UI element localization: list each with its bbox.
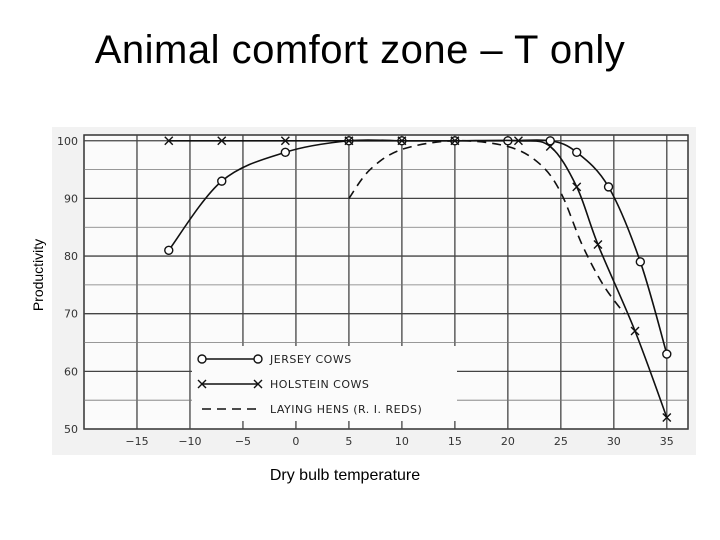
data-point	[603, 182, 614, 192]
y-tick-label: 80	[64, 250, 78, 263]
data-point	[513, 136, 523, 146]
data-point	[164, 245, 174, 255]
data-point	[397, 136, 407, 146]
data-point	[344, 136, 354, 146]
data-point	[280, 136, 290, 146]
series-holstein-cows	[164, 136, 672, 422]
y-tick-label: 60	[64, 365, 78, 378]
legend-label: HOLSTEIN COWS	[270, 378, 369, 391]
x-tick-label: 15	[448, 435, 462, 448]
data-point	[572, 182, 582, 192]
data-point	[572, 147, 582, 157]
marker-stroke	[197, 379, 207, 389]
data-point	[662, 349, 672, 359]
marker-stroke	[253, 379, 263, 389]
marker-stroke	[280, 136, 290, 146]
data-point	[164, 136, 174, 146]
data-point	[593, 240, 603, 250]
y-tick-label: 50	[64, 423, 78, 436]
data-point	[630, 326, 640, 336]
legend-label: JERSEY COWS	[269, 353, 352, 366]
series-layer	[164, 136, 672, 422]
series-line	[348, 139, 626, 315]
y-tick-label: 70	[64, 308, 78, 321]
legend-item: JERSEY COWS	[197, 353, 352, 366]
data-point	[217, 176, 227, 186]
x-tick-label: 35	[660, 435, 674, 448]
series-laying-hens-r-i-reds	[348, 139, 626, 315]
marker-stroke	[397, 136, 407, 146]
marker-stroke	[164, 136, 174, 146]
x-tick-label: −10	[178, 435, 201, 448]
x-tick-label: 10	[395, 435, 409, 448]
marker-stroke	[593, 240, 603, 250]
data-point	[280, 147, 291, 157]
data-point	[217, 136, 227, 146]
data-point	[662, 412, 672, 422]
legend-item: HOLSTEIN COWS	[197, 378, 369, 391]
marker-stroke	[572, 182, 582, 192]
data-point	[635, 257, 646, 267]
legend-marker	[253, 354, 263, 364]
legend: JERSEY COWS HOLSTEIN COWS LAYING HENS (R. …	[192, 346, 457, 421]
x-tick-label: 5	[345, 435, 352, 448]
x-tick-label: 20	[501, 435, 515, 448]
x-tick-label: 0	[292, 435, 299, 448]
marker-stroke	[545, 142, 555, 152]
data-point	[545, 142, 555, 152]
x-tick-label: 25	[554, 435, 568, 448]
legend-item: LAYING HENS (R. I. REDS)	[202, 403, 422, 416]
marker-stroke	[630, 326, 640, 336]
x-tick-label: 30	[607, 435, 621, 448]
y-tick-label: 100	[57, 135, 78, 148]
x-tick-label: −15	[125, 435, 148, 448]
legend-marker	[197, 354, 207, 364]
y-axis-label: Productivity	[30, 238, 46, 312]
legend-marker	[197, 379, 207, 389]
marker-stroke	[662, 412, 672, 422]
slide-title: Animal comfort zone – T only	[94, 28, 626, 72]
tick-labels: −15 −10 −5 0 5 10 15 20 25 30 35 50 60 70 80 90 100	[57, 135, 674, 448]
legend-label: LAYING HENS (R. I. REDS)	[270, 403, 422, 416]
legend-marker	[253, 379, 263, 389]
marker-stroke	[344, 136, 354, 146]
data-point	[545, 136, 555, 146]
x-axis-label: Dry bulb temperature	[269, 467, 421, 484]
y-tick-label: 90	[64, 192, 78, 205]
marker-stroke	[217, 136, 227, 146]
marker-stroke	[513, 136, 523, 146]
x-tick-label: −5	[235, 435, 251, 448]
